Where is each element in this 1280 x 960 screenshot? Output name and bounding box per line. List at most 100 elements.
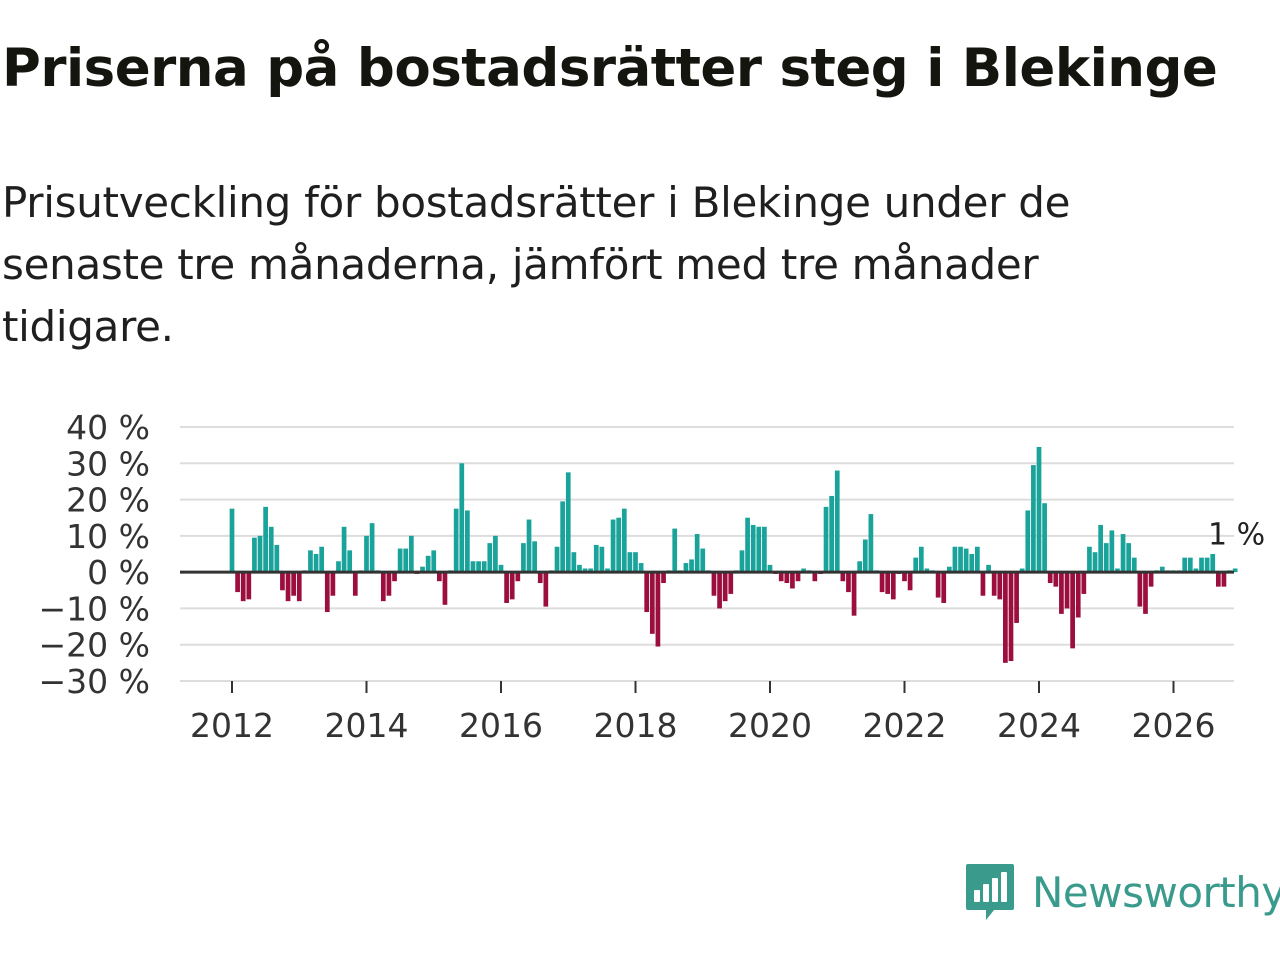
bar (991, 572, 997, 596)
bar (588, 568, 594, 573)
bar (543, 572, 549, 607)
bar (767, 564, 773, 573)
bar (487, 543, 493, 573)
bar (1115, 568, 1120, 573)
bar (537, 572, 543, 584)
bar (683, 563, 689, 573)
bar (778, 572, 784, 582)
y-tick-label: 30 % (66, 444, 150, 483)
bar (431, 550, 437, 573)
bar (1137, 572, 1143, 607)
bar (291, 572, 296, 596)
bar (790, 572, 795, 589)
bar (1008, 572, 1014, 662)
bar-series (229, 446, 1238, 663)
bar (1098, 524, 1103, 573)
newsworthy-logo-icon (966, 864, 1014, 920)
bar (476, 561, 481, 573)
bar (1064, 572, 1070, 609)
bar (571, 552, 577, 573)
x-tick-label: 2014 (325, 706, 409, 745)
bar (1092, 552, 1098, 573)
bar (918, 546, 924, 573)
bar (336, 561, 341, 573)
bar (728, 572, 734, 594)
bar (498, 564, 504, 573)
bar (442, 572, 448, 605)
bar (885, 572, 891, 594)
bar (907, 572, 913, 591)
bar (711, 572, 717, 596)
x-tick-label: 2024 (997, 706, 1081, 745)
y-tick-label: 40 % (66, 408, 150, 447)
bar (784, 572, 790, 584)
bar (532, 541, 537, 573)
bar (621, 508, 627, 573)
x-tick-label: 2018 (594, 706, 678, 745)
y-tick-label: 0 % (87, 553, 150, 592)
bar (341, 526, 347, 573)
bar (1131, 557, 1137, 573)
bar (280, 572, 285, 591)
brand-name: Newsworthy (1032, 867, 1280, 917)
newsworthy-logo: Newsworthy (964, 862, 1280, 922)
bar (1047, 572, 1053, 584)
bar (577, 564, 582, 573)
bar (1232, 568, 1238, 573)
bar (1148, 572, 1154, 587)
y-tick-label: −30 % (39, 662, 151, 701)
y-tick-label: 20 % (66, 481, 150, 520)
bar (902, 572, 907, 582)
last-value-label: 1 % (1208, 518, 1265, 553)
bar (935, 572, 941, 598)
bar (700, 548, 706, 573)
bar (868, 514, 874, 573)
x-tick-label: 2020 (728, 706, 812, 745)
bar (257, 535, 263, 573)
bar (1215, 572, 1221, 587)
bar (756, 526, 762, 573)
bar (689, 559, 694, 573)
bar (812, 572, 818, 582)
bar (420, 566, 425, 573)
bar (946, 566, 952, 573)
bar (1120, 534, 1126, 573)
bar (1003, 572, 1008, 663)
bar (285, 572, 291, 602)
bar (380, 572, 386, 602)
bar (857, 561, 863, 573)
bar (319, 546, 325, 573)
bar (633, 552, 638, 573)
x-tick-label: 2022 (863, 706, 947, 745)
bar (1204, 557, 1210, 573)
bar (481, 561, 487, 573)
bar (1182, 557, 1188, 573)
bar (526, 519, 532, 573)
bar (638, 563, 644, 573)
bar (1187, 557, 1193, 573)
bar (1053, 572, 1059, 587)
bar (459, 463, 465, 573)
bar (274, 544, 280, 573)
bar (1087, 546, 1092, 573)
bar (1103, 543, 1109, 573)
bar (324, 572, 330, 613)
bar (1075, 572, 1081, 618)
x-tick-label: 2012 (190, 706, 274, 745)
bar (229, 508, 235, 573)
bar (823, 506, 829, 573)
x-tick-label: 2026 (1132, 706, 1216, 745)
page-title: Priserna på bostadsrätter steg i Bleking… (2, 38, 1218, 99)
bar (672, 528, 678, 573)
bar (627, 552, 633, 573)
bar (364, 535, 369, 573)
bar (1126, 543, 1132, 573)
bar (963, 548, 969, 573)
bar (408, 535, 414, 573)
bar (1014, 572, 1019, 623)
bar (470, 561, 476, 573)
bar (252, 537, 257, 573)
bar (515, 572, 521, 582)
bar (1036, 446, 1042, 573)
bar (240, 572, 246, 602)
